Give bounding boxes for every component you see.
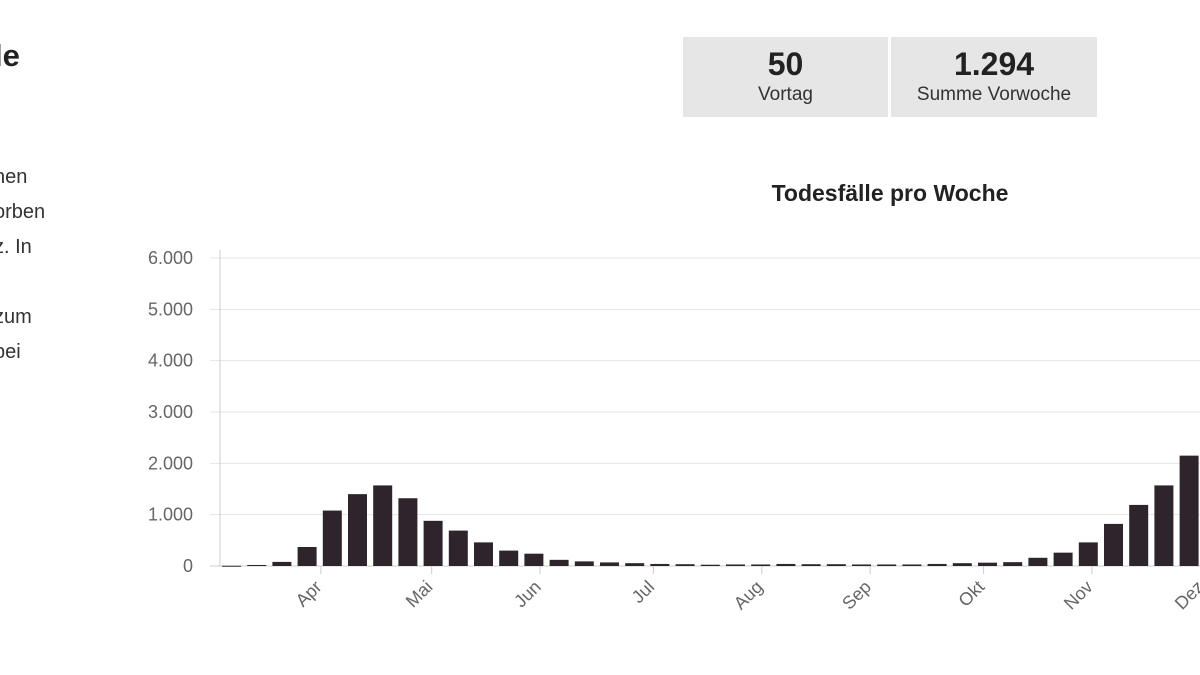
bar [826,564,846,566]
intro-line: hen [0,166,28,188]
stat-label: Summe Vorwoche [916,84,1072,105]
x-tick-label: Aug [730,577,767,614]
chart-title: Todesfälle pro Woche [771,180,1009,206]
bar [600,562,619,566]
y-tick-label: 1.000 [148,505,193,525]
x-tick-label: Mai [402,577,437,612]
intro-line: orben [0,201,46,223]
x-tick-label: Dez [1171,577,1200,614]
stat-value: 50 [767,46,804,82]
bar [1104,523,1123,566]
bar [247,564,267,566]
y-tick-label: 6.000 [148,248,193,268]
bar [952,563,972,566]
bar [1179,455,1199,566]
bar [348,494,367,566]
x-tick-label: Jul [628,577,658,607]
bar [877,564,897,566]
bar [499,550,519,566]
bar [625,563,645,566]
bar [726,564,745,566]
bar [222,565,241,567]
x-tick-label: Nov [1060,577,1097,614]
x-tick-label: Sep [838,577,875,614]
y-tick-label: 2.000 [148,453,193,473]
bar [1078,542,1098,566]
bar [801,564,821,566]
bar [524,553,544,566]
bar [675,564,695,566]
x-tick-label: Okt [954,577,988,611]
bar [549,559,569,566]
bar [927,563,947,566]
page-heading: le [0,38,20,73]
bar [297,547,317,566]
y-tick-label: 5.000 [148,299,193,319]
bar [700,564,720,566]
x-tick-label: Apr [292,577,326,611]
bar [448,530,468,566]
bar [776,563,796,566]
bar [574,561,594,566]
y-tick-label: 3.000 [148,402,193,422]
intro-text: hen orben z. In zum bei [0,160,74,370]
stat-card-previous-day: 50 Vortag [683,37,888,117]
stat-label: Vortag [758,84,813,105]
x-tick-label: Jun [510,577,545,612]
bar [272,561,292,566]
intro-line: bei [0,341,21,363]
intro-line: z. In [0,236,32,258]
bar [1028,557,1048,566]
bar [474,542,493,566]
bar [1003,562,1023,566]
bar [852,564,871,566]
y-tick-label: 0 [183,556,193,576]
bar [322,510,342,566]
bar [398,498,418,566]
stat-card-previous-week: 1.294 Summe Vorwoche [891,37,1097,117]
bar [751,564,771,566]
bar [423,520,443,566]
bar [1053,552,1073,566]
bar [373,485,393,566]
y-tick-label: 4.000 [148,351,193,371]
intro-line: zum [0,306,32,328]
bar [650,563,670,566]
bar [1129,504,1149,566]
bar [902,564,922,566]
bar [1154,485,1174,566]
stat-value: 1.294 [953,46,1035,82]
bar [978,562,997,566]
